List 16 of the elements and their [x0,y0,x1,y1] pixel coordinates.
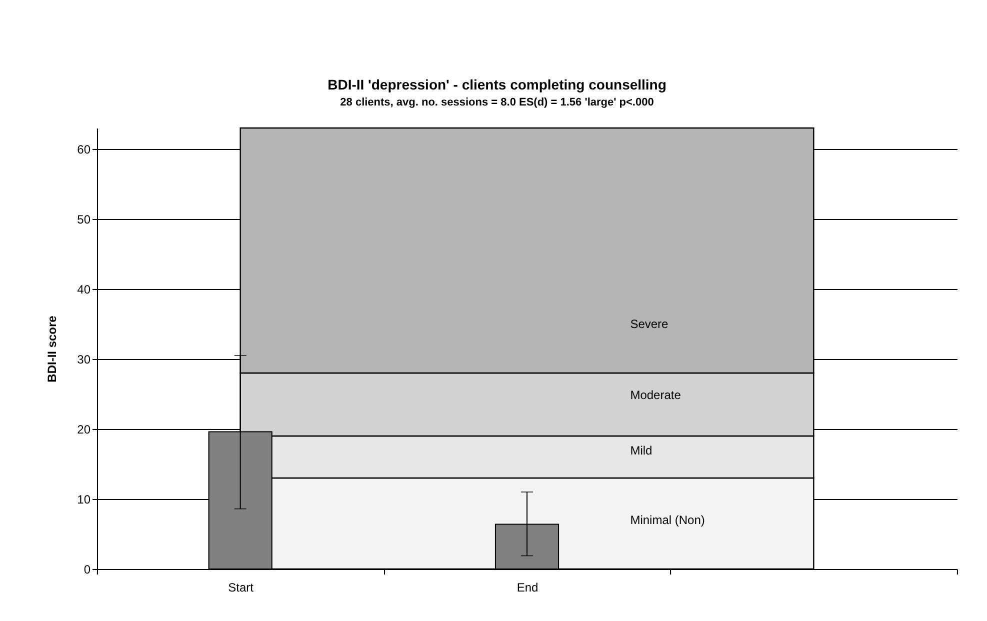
chart-subtitle: 28 clients, avg. no. sessions = 8.0 ES(d) = 1.56 'large' p<.000 [340,96,654,108]
y-tick-label: 0 [84,562,91,576]
chart-title: BDI-II 'depression' - clients completing counselling [328,76,666,92]
band-label: Moderate [630,388,682,402]
band-label: Severe [630,317,669,331]
y-tick-label: 60 [77,142,91,156]
x-tick-label: Start [228,580,254,594]
band-label: Mild [630,444,652,458]
y-tick-label: 10 [77,492,91,506]
y-tick-label: 30 [77,352,91,366]
y-tick-label: 40 [77,282,91,296]
x-tick-label: End [516,580,538,594]
y-tick-label: 20 [77,422,91,436]
y-tick-label: 50 [77,212,91,226]
y-axis-title: BDI-II score [45,315,60,382]
band-label: Minimal (Non) [630,513,705,527]
